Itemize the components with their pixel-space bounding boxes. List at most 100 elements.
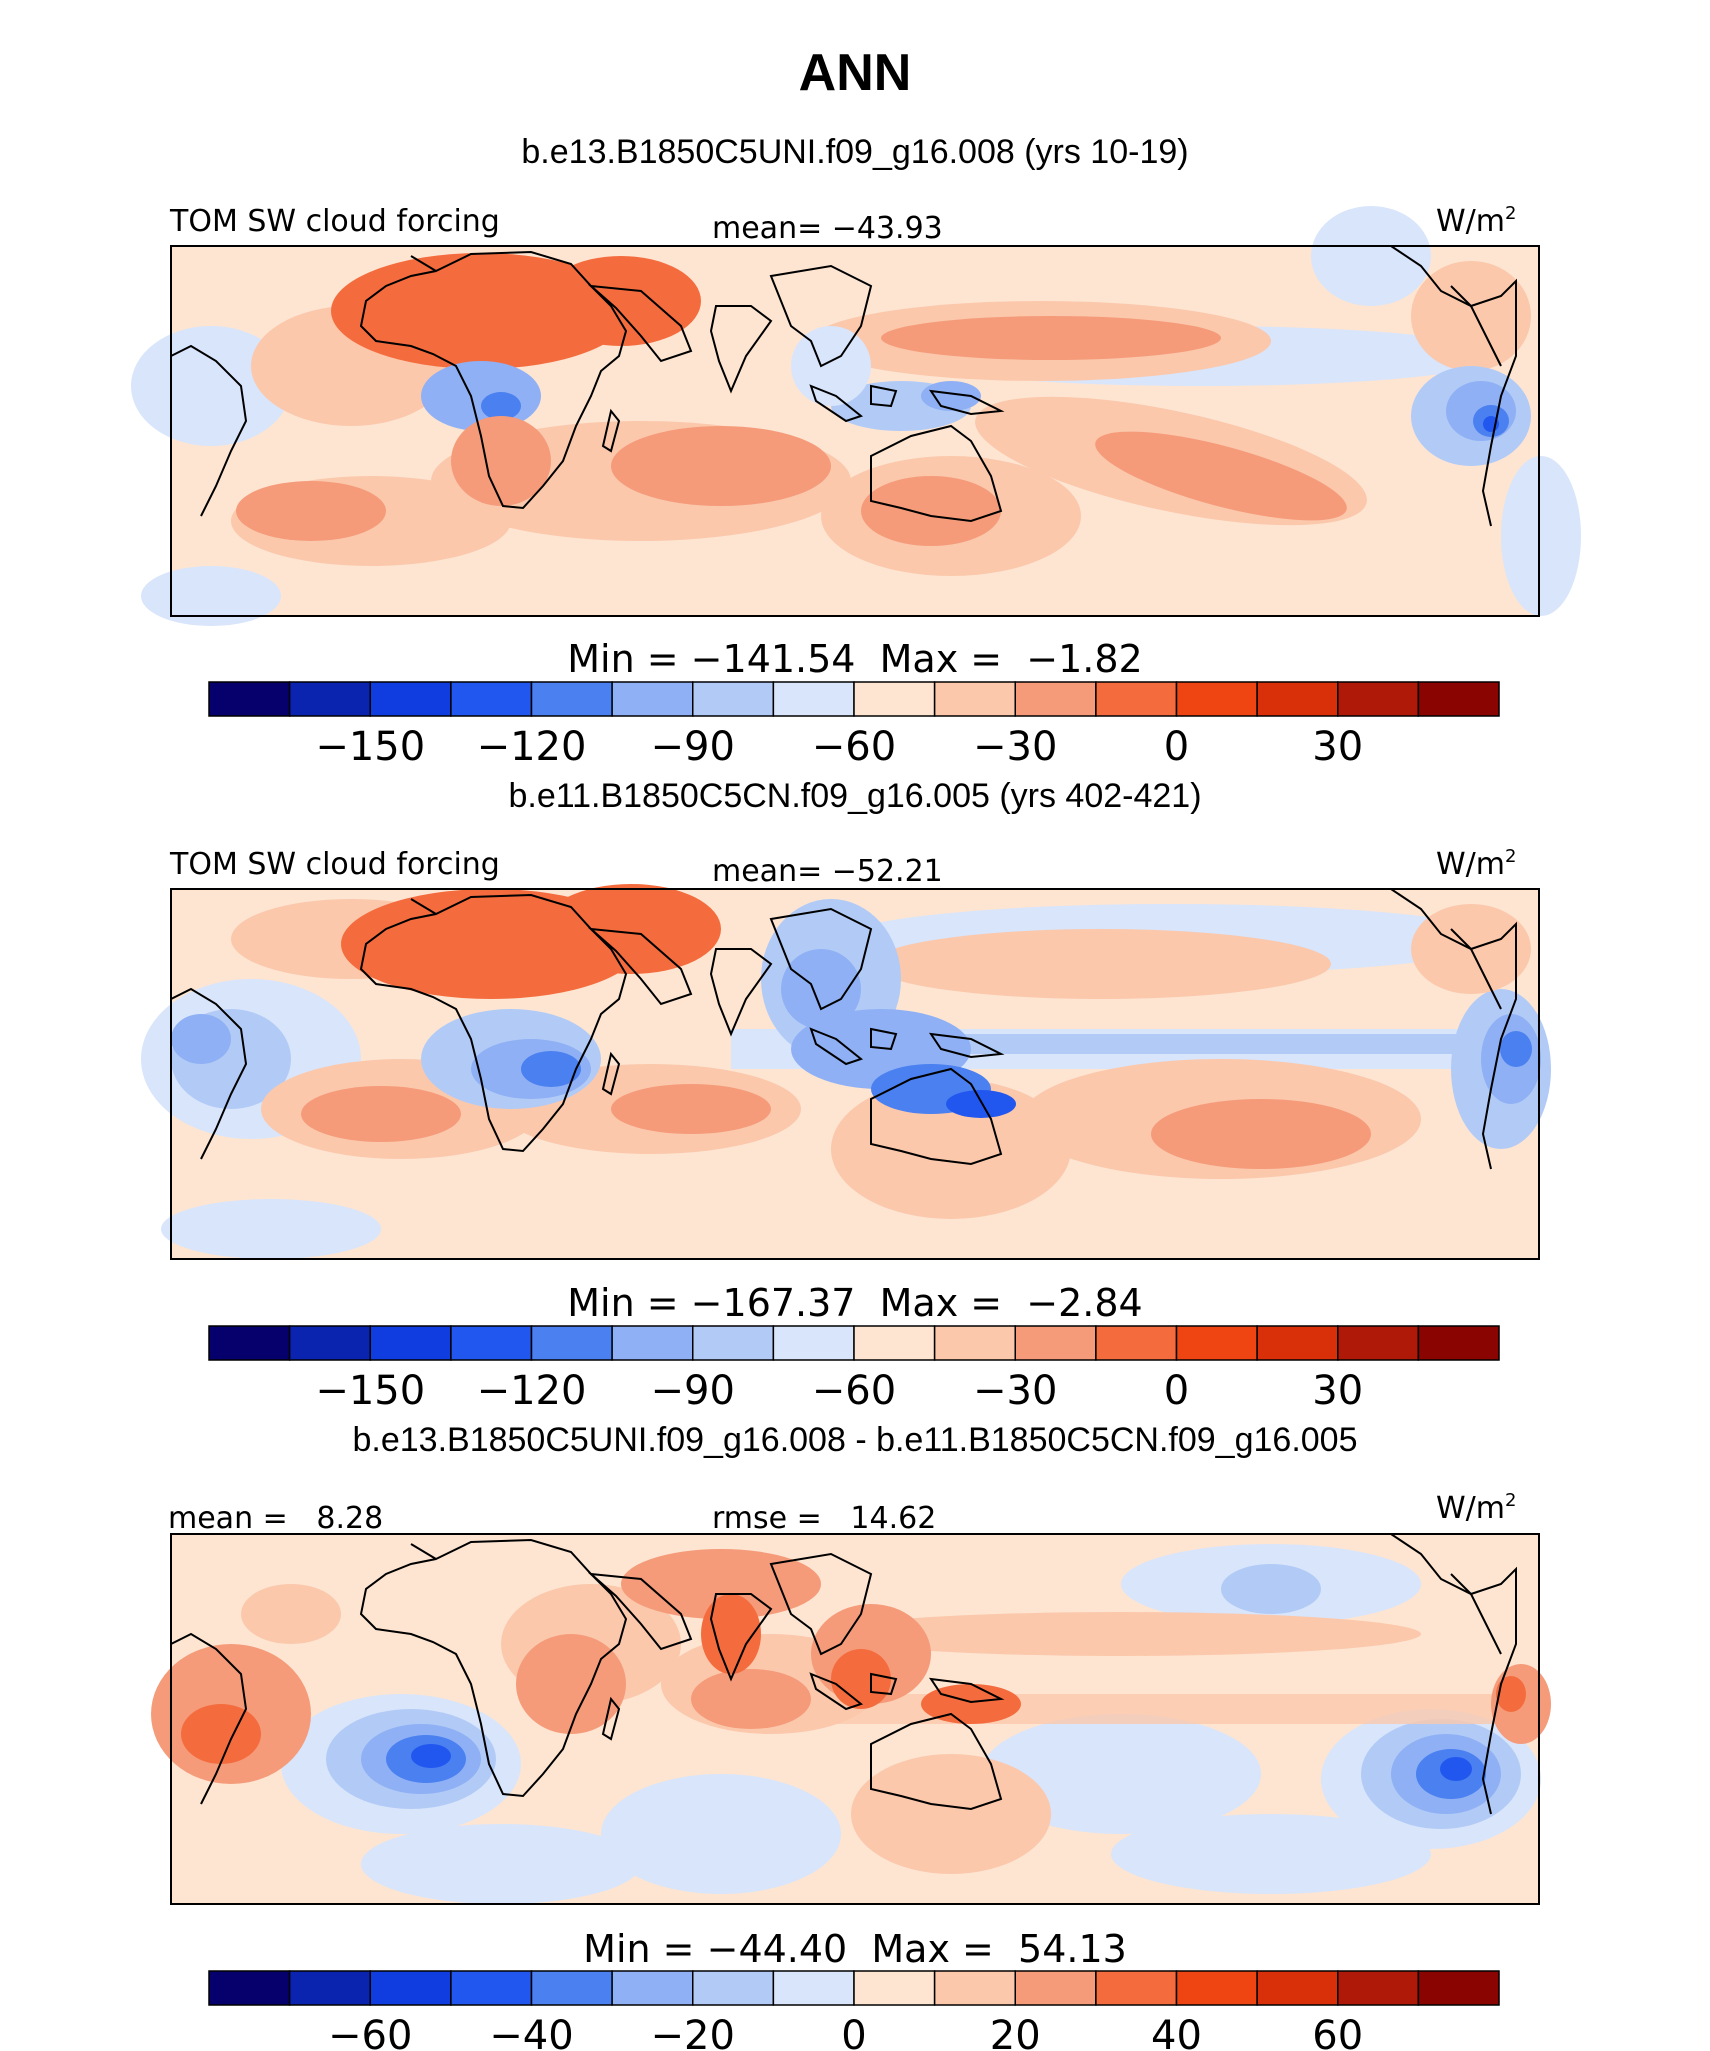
colorbar-segment [1256, 1970, 1339, 2006]
colorbar-tick-label: −90 [651, 724, 735, 770]
colorbar-segment [450, 1325, 533, 1361]
colorbar-segment [611, 681, 694, 717]
panel-3-rmse-label: rmse = 14.62 [712, 1501, 936, 1536]
panel-2-units: W/m2 [1436, 846, 1516, 882]
colorbar-segment [208, 681, 291, 717]
colorbar-tick-label: 0 [1164, 724, 1189, 770]
panel-2-colorbar: −150 −120 −90 −60 −30 0 30 [208, 1325, 1500, 1414]
colorbar-tick-label: 30 [1312, 1368, 1363, 1414]
colorbar-tick-label: −40 [489, 2013, 573, 2051]
colorbar-segment [208, 1325, 291, 1361]
colorbar-segment [1095, 1970, 1178, 2006]
colorbar-tick-label: −120 [477, 1368, 587, 1414]
colorbar-tick-label: 30 [1312, 724, 1363, 770]
colorbar-segment [933, 1970, 1017, 2006]
panel-1-title: b.e13.B1850C5UNI.f09_g16.008 (yrs 10-19) [521, 133, 1188, 171]
panel-1-units: W/m2 [1436, 203, 1516, 239]
colorbar-tick-label: −60 [812, 1368, 896, 1414]
colorbar-segment [933, 1325, 1017, 1361]
panel-2-units-sup: 2 [1505, 846, 1516, 867]
colorbar-segment [450, 681, 533, 717]
colorbar-segment [1014, 681, 1097, 717]
colorbar-segment [1337, 1325, 1420, 1361]
colorbar-segment [288, 1325, 372, 1361]
colorbar-segment [530, 681, 613, 717]
colorbar-segment [450, 1970, 533, 2006]
colorbar-segment [1337, 1970, 1420, 2006]
panel-3-colorbar: −60 −40 −20 0 20 40 60 [208, 1970, 1500, 2051]
colorbar-tick-label: −150 [315, 1368, 425, 1414]
colorbar-tick-label: −150 [315, 724, 425, 770]
colorbar-segment [1337, 681, 1420, 717]
colorbar-segment [1175, 1325, 1258, 1361]
colorbar-tick-label: −30 [973, 724, 1057, 770]
colorbar-segment [288, 681, 372, 717]
colorbar-segment [208, 1970, 291, 2006]
colorbar-segment [853, 1325, 936, 1361]
panel-3-minmax: Min = −44.40 Max = 54.13 [583, 1927, 1127, 1971]
colorbar-segment [1256, 681, 1339, 717]
panel-2: b.e11.B1850C5CN.f09_g16.005 (yrs 402-421… [141, 777, 1551, 1414]
colorbar-tick-label: 40 [1151, 2013, 1202, 2051]
panel-3-units: W/m2 [1436, 1490, 1516, 1526]
colorbar-tick-label: −120 [477, 724, 587, 770]
colorbar-segment [1014, 1325, 1097, 1361]
panel-1-units-sup: 2 [1505, 203, 1516, 224]
colorbar-segment [369, 1970, 452, 2006]
colorbar-tick-label: 0 [841, 2013, 866, 2051]
colorbar-tick-label: −60 [812, 724, 896, 770]
colorbar-tick-label: −60 [328, 2013, 412, 2051]
panel-2-title: b.e11.B1850C5CN.f09_g16.005 (yrs 402-421… [508, 777, 1201, 815]
colorbar-segment [611, 1325, 694, 1361]
panel-1-colorbar: −150 −120 −90 −60 −30 0 30 [208, 681, 1500, 770]
colorbar-segment [1095, 681, 1178, 717]
colorbar-tick-label: 60 [1312, 2013, 1363, 2051]
colorbar-tick-label: 0 [1164, 1368, 1189, 1414]
colorbar-tick-label: 20 [990, 2013, 1041, 2051]
panel-3-title: b.e13.B1850C5UNI.f09_g16.008 - b.e11.B18… [352, 1421, 1357, 1459]
colorbar-segment [1417, 1325, 1500, 1361]
colorbar-segment [692, 1325, 775, 1361]
panel-2-units-base: W/m [1436, 847, 1505, 882]
panel-1-minmax: Min = −141.54 Max = −1.82 [567, 637, 1142, 681]
colorbar-segment [1014, 1970, 1097, 2006]
panel-2-variable-label: TOM SW cloud forcing [169, 847, 500, 882]
panel-3-units-sup: 2 [1505, 1490, 1516, 1511]
colorbar-segment [530, 1970, 613, 2006]
colorbar-segment [692, 681, 775, 717]
colorbar-segment [530, 1325, 613, 1361]
colorbar-segment [1417, 1970, 1500, 2006]
colorbar-segment [772, 681, 855, 717]
colorbar-tick-label: −30 [973, 1368, 1057, 1414]
colorbar-segment [853, 681, 936, 717]
colorbar-segment [1175, 1970, 1258, 2006]
panel-1-map [131, 206, 1581, 626]
colorbar-segment [1095, 1325, 1178, 1361]
colorbar-segment [933, 681, 1017, 717]
colorbar-tick-label: −20 [651, 2013, 735, 2051]
colorbar-tick-label: −90 [651, 1368, 735, 1414]
colorbar-segment [1175, 681, 1258, 717]
panel-1-units-base: W/m [1436, 204, 1505, 239]
colorbar-segment [772, 1970, 855, 2006]
colorbar-segment [369, 681, 452, 717]
panel-3-map-fields [151, 1544, 1551, 1904]
colorbar-segment [369, 1325, 452, 1361]
colorbar-segment [1417, 681, 1500, 717]
main-title: ANN [799, 44, 912, 102]
panel-1-variable-label: TOM SW cloud forcing [169, 204, 500, 239]
colorbar-segment [611, 1970, 694, 2006]
panel-3-map [151, 1533, 1551, 1905]
panel-2-map [141, 884, 1551, 1260]
panel-2-minmax: Min = −167.37 Max = −2.84 [567, 1281, 1142, 1325]
colorbar-segment [288, 1970, 372, 2006]
colorbar-segment [853, 1970, 936, 2006]
panel-3-units-base: W/m [1436, 1491, 1505, 1526]
colorbar-segment [772, 1325, 855, 1361]
panel-1: b.e13.B1850C5UNI.f09_g16.008 (yrs 10-19)… [131, 133, 1581, 770]
panel-3-mean-label: mean = 8.28 [168, 1501, 383, 1536]
panel-3: b.e13.B1850C5UNI.f09_g16.008 - b.e11.B18… [151, 1421, 1551, 2051]
panel-1-mean-label: mean= −43.93 [712, 211, 943, 246]
colorbar-segment [692, 1970, 775, 2006]
